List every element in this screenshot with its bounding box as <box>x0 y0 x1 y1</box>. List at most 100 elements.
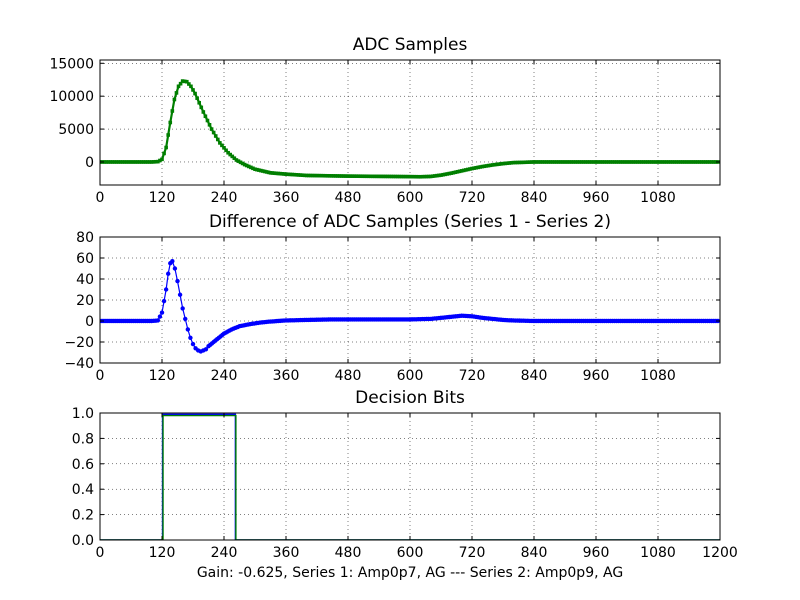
data-point <box>511 160 516 165</box>
data-point <box>244 163 249 168</box>
data-point <box>569 160 573 164</box>
data-point <box>697 160 702 164</box>
data-point <box>172 97 177 102</box>
data-point <box>650 160 654 164</box>
data-point <box>333 174 338 178</box>
x-tick-label: 480 <box>335 545 362 561</box>
data-point <box>530 160 534 164</box>
data-point <box>699 160 704 164</box>
y-tick-label: 10000 <box>49 89 94 105</box>
data-point <box>645 160 650 164</box>
data-point <box>268 171 273 175</box>
data-point <box>325 173 330 178</box>
data-point <box>619 160 623 164</box>
data-point <box>536 160 540 164</box>
data-point <box>441 172 445 177</box>
data-point <box>571 160 576 164</box>
data-point <box>714 160 718 164</box>
data-point <box>125 160 129 164</box>
data-point <box>565 160 569 164</box>
data-point <box>191 88 195 92</box>
data-point <box>641 160 646 164</box>
data-point <box>161 298 167 304</box>
data-point <box>129 160 133 164</box>
series-group <box>100 413 720 540</box>
data-point <box>342 174 346 178</box>
data-point <box>596 160 600 164</box>
data-point <box>703 160 708 164</box>
data-point <box>123 160 127 164</box>
data-point <box>259 168 263 173</box>
data-point <box>567 160 571 164</box>
data-point <box>304 173 309 178</box>
x-tick-label: 600 <box>397 190 424 206</box>
data-point <box>373 174 377 179</box>
data-point <box>302 173 307 178</box>
y-tick-label: 60 <box>76 251 94 267</box>
data-point <box>449 171 454 175</box>
data-point <box>317 173 321 178</box>
data-point <box>270 171 275 175</box>
data-point <box>174 91 179 95</box>
data-point <box>550 160 555 164</box>
data-point <box>507 161 511 165</box>
data-point <box>548 160 553 164</box>
data-point <box>240 161 245 166</box>
data-point <box>183 316 188 322</box>
data-point <box>468 167 472 171</box>
x-tick-label: 1080 <box>640 545 676 561</box>
data-point <box>447 171 452 176</box>
data-point <box>238 160 243 165</box>
data-point <box>163 287 169 292</box>
x-tick-label: 720 <box>459 190 486 206</box>
data-point <box>375 174 379 179</box>
data-point <box>652 160 656 164</box>
data-point <box>205 118 210 123</box>
data-point <box>623 160 627 164</box>
x-tick-label: 120 <box>149 190 176 206</box>
data-point <box>207 123 212 127</box>
data-point <box>397 174 402 179</box>
data-point <box>264 170 269 174</box>
x-tick-label: 840 <box>521 190 548 206</box>
data-point <box>335 174 340 178</box>
data-point <box>377 174 381 179</box>
data-point <box>674 160 679 164</box>
data-point <box>707 160 712 164</box>
data-point <box>290 172 294 177</box>
x-tick-label: 240 <box>211 545 238 561</box>
data-point <box>492 162 497 167</box>
data-point <box>459 169 464 173</box>
data-point <box>187 82 191 86</box>
data-point <box>379 174 383 179</box>
data-point <box>513 160 518 165</box>
data-point <box>141 160 146 164</box>
data-point <box>561 160 565 164</box>
x-tick-label: 240 <box>211 368 238 384</box>
data-point <box>505 161 509 166</box>
data-point <box>127 160 131 164</box>
data-point <box>647 160 652 164</box>
data-point <box>251 166 255 171</box>
data-point <box>592 160 596 164</box>
data-point <box>178 81 183 86</box>
data-point <box>672 160 677 164</box>
data-point <box>166 133 170 137</box>
data-point <box>145 160 150 164</box>
data-point <box>160 157 164 162</box>
data-point <box>298 173 303 177</box>
data-point <box>162 151 166 156</box>
x-tick-label: 0 <box>96 190 105 206</box>
data-point <box>203 347 209 352</box>
data-point <box>654 160 658 164</box>
y-tick-label: 40 <box>76 272 94 288</box>
data-point <box>451 170 456 175</box>
chart-title: Difference of ADC Samples (Series 1 - Se… <box>209 212 611 232</box>
data-point <box>612 160 617 164</box>
data-point <box>685 160 689 164</box>
data-point <box>616 160 621 164</box>
data-point <box>155 318 161 323</box>
data-point <box>490 163 495 167</box>
data-point <box>143 160 148 164</box>
data-point <box>393 174 398 179</box>
